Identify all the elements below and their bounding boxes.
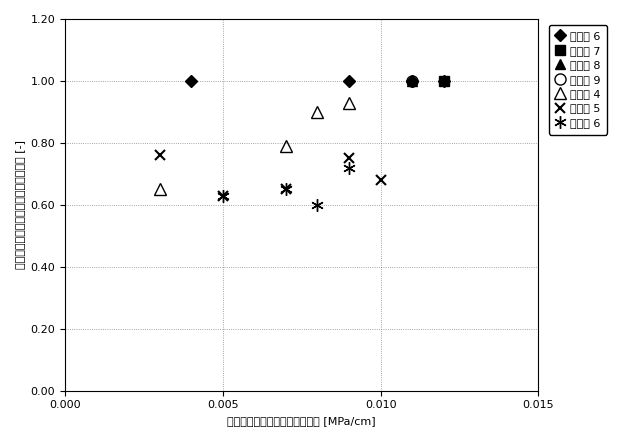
Line: 比較例 6: 比較例 6 (216, 161, 355, 211)
比較例 6 (313, 202, 321, 208)
Y-axis label: メインピークエリア／全ピークエリア [-]: メインピークエリア／全ピークエリア [-] (15, 140, 25, 269)
Line: 比較例 4: 比較例 4 (154, 97, 355, 195)
比較例 5 (156, 153, 164, 158)
比較例 4 (282, 143, 290, 149)
比較例 4 (345, 100, 353, 105)
比較例 5 (282, 187, 290, 192)
比較例 5 (377, 177, 384, 183)
実施例 6 (409, 78, 416, 84)
比較例 6 (282, 187, 290, 192)
X-axis label: 充填停止時カラム圧／ベッド高 [MPa/cm]: 充填停止時カラム圧／ベッド高 [MPa/cm] (228, 416, 376, 426)
比較例 4 (313, 109, 321, 115)
実施例 6 (345, 78, 353, 84)
実施例 6 (187, 78, 195, 84)
Legend: 実施例 6, 実施例 7, 実施例 8, 実施例 9, 比較例 4, 比較例 5, 比較例 6: 実施例 6, 実施例 7, 実施例 8, 実施例 9, 比較例 4, 比較例 5… (549, 25, 607, 135)
Line: 実施例 6: 実施例 6 (187, 77, 448, 85)
比較例 5 (219, 193, 226, 198)
Line: 比較例 5: 比較例 5 (155, 150, 386, 200)
実施例 6 (440, 78, 447, 84)
比較例 6 (345, 165, 353, 170)
比較例 5 (345, 156, 353, 161)
比較例 4 (156, 187, 164, 192)
比較例 6 (219, 193, 226, 198)
